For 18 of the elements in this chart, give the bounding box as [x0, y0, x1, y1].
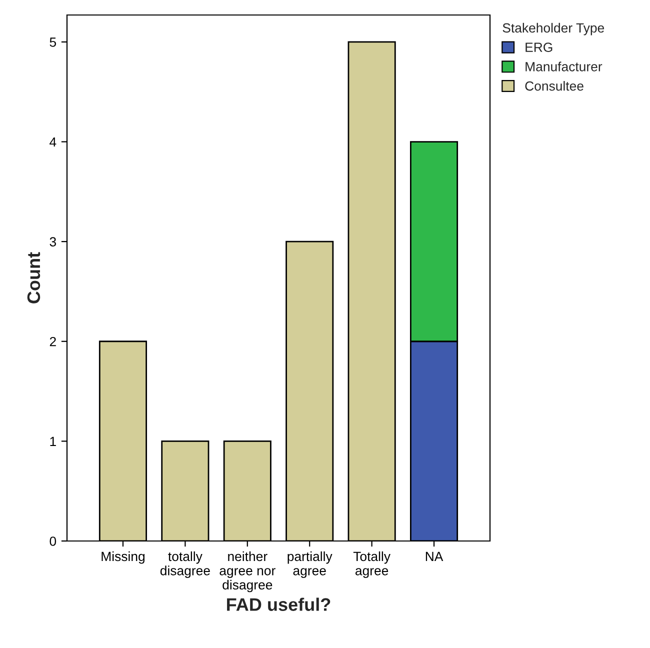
x-tick-label: totally disagree	[160, 551, 210, 578]
x-tick-label: NA	[426, 552, 444, 561]
x-axis-title: FAD useful?	[227, 598, 330, 611]
legend-title: Stakeholder Type	[502, 22, 604, 36]
y-axis-title: Count	[27, 252, 40, 304]
y-tick-label: 0	[50, 536, 56, 546]
y-tick-label: 4	[50, 137, 56, 147]
legend-label: Consultee	[525, 81, 584, 91]
y-tick-label: 5	[50, 38, 56, 47]
x-tick-label: neither agree nor disagree	[220, 551, 276, 592]
y-tick-label: 1	[50, 436, 56, 446]
y-tick-label: 2	[50, 336, 56, 346]
x-tick-label: Missing	[102, 551, 144, 564]
y-tick-label: 3	[50, 237, 56, 246]
legend-label: Manufacturer	[526, 62, 602, 72]
x-tick-label: partially agree	[288, 551, 332, 578]
x-tick-label: Totally agree	[353, 551, 390, 578]
legend-label: ERG	[526, 42, 552, 52]
